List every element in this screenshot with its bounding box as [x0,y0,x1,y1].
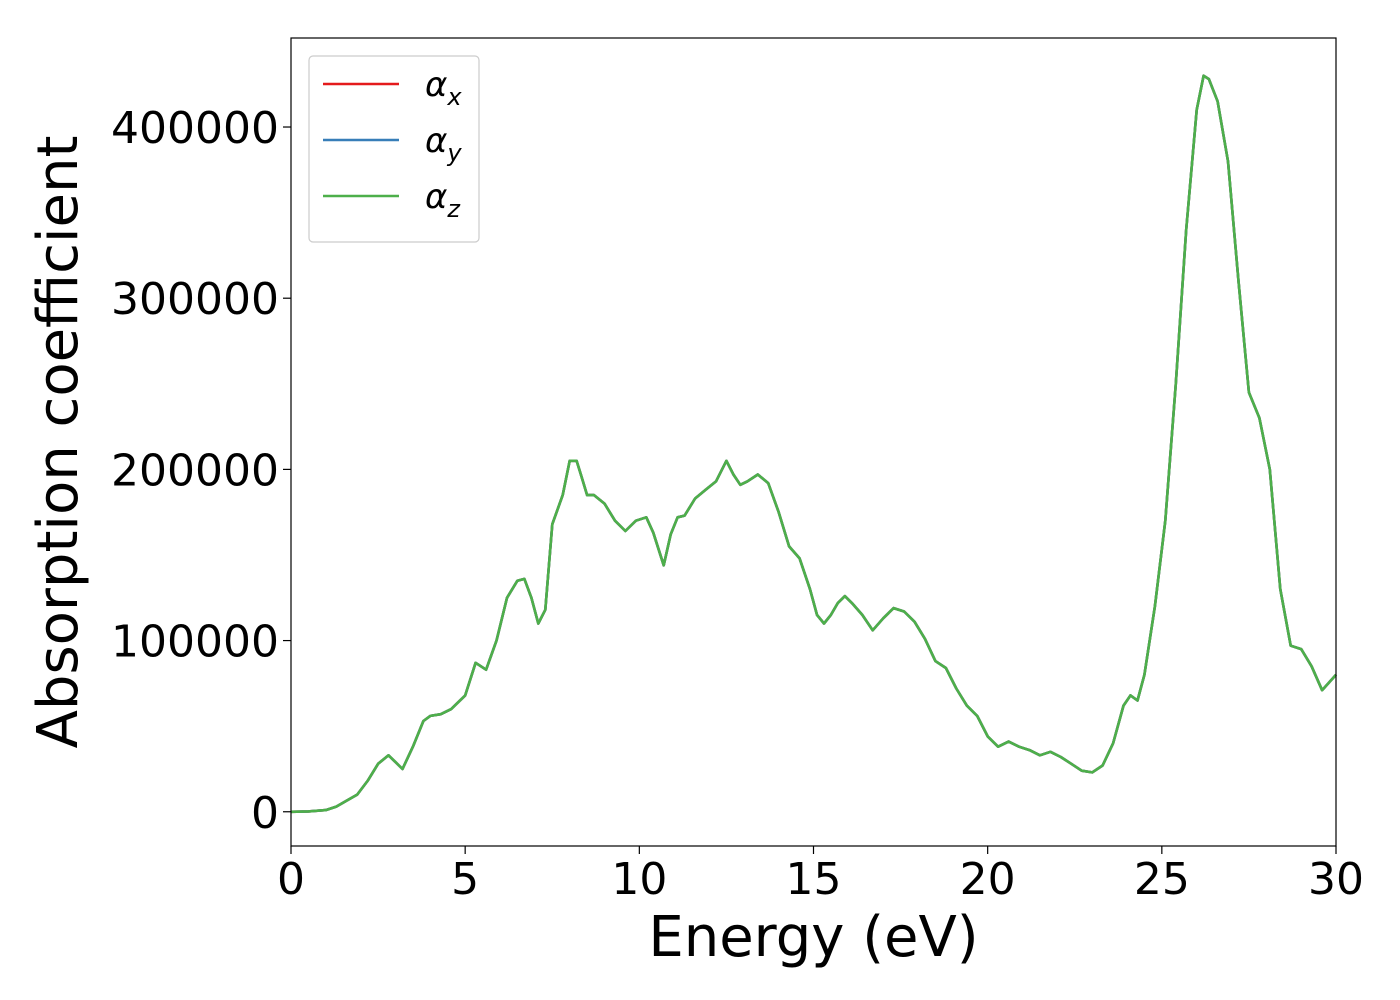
y-tick-label: 100000 [111,617,279,668]
x-tick-label: 25 [1134,854,1190,905]
x-axis-title: Energy (eV) [648,905,978,970]
series-layer [290,74,1337,814]
legend-label-alpha-y: αy [425,121,462,167]
legend: αx αy αz [308,55,480,243]
x-tick-label: 15 [786,854,842,905]
legend-label-alpha-z: αz [425,177,461,223]
y-tick-label: 300000 [111,274,279,325]
x-tick-label: 30 [1308,854,1364,905]
x-tick-label: 0 [277,854,305,905]
x-tick-label: 5 [451,854,479,905]
y-tick-label: 400000 [111,103,279,154]
y-axis: 0 100000 200000 300000 400000 [111,103,291,839]
x-tick-label: 10 [611,854,667,905]
y-axis-title: Absorption coefficient [26,136,91,749]
series-line-alpha-z [290,74,1337,814]
y-tick-label: 200000 [111,445,279,496]
legend-label-alpha-x: αx [425,65,462,111]
y-tick-label: 0 [251,788,279,839]
x-tick-label: 20 [960,854,1016,905]
x-axis: 0 5 10 15 20 25 30 [277,846,1364,905]
